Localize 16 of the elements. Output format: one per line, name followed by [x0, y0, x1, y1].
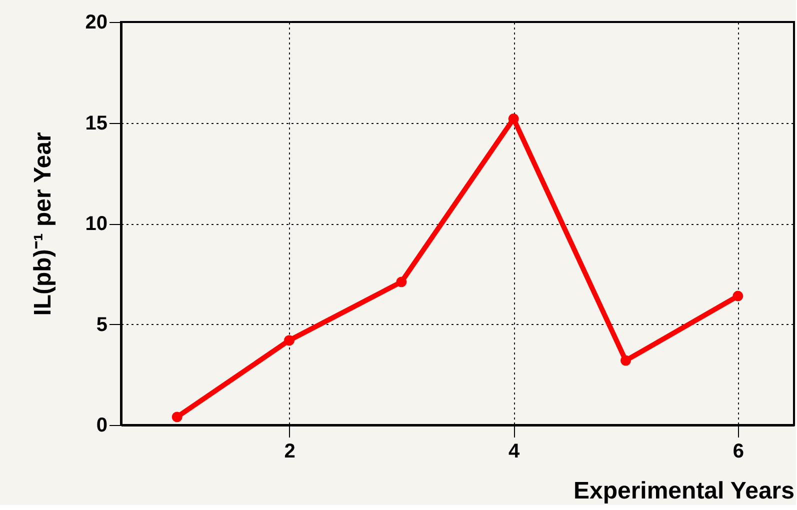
y-axis-title: IL(pb)⁻¹ per Year — [29, 132, 56, 316]
x-axis-title: Experimental Years — [573, 478, 794, 504]
point — [284, 335, 294, 346]
y-tick-label: 20 — [85, 12, 108, 34]
x-tick-label: 2 — [284, 440, 296, 462]
x-tick-label: 6 — [732, 440, 744, 462]
point — [732, 290, 744, 302]
point — [508, 113, 519, 124]
point — [620, 355, 631, 366]
point — [172, 412, 182, 422]
y-tick-label: 10 — [85, 213, 108, 235]
y-tick-label: 0 — [96, 414, 108, 436]
x-tick-label: 4 — [508, 440, 521, 462]
y-tick-label: 5 — [96, 314, 108, 336]
point — [396, 276, 407, 288]
y-tick-label: 15 — [85, 112, 108, 134]
